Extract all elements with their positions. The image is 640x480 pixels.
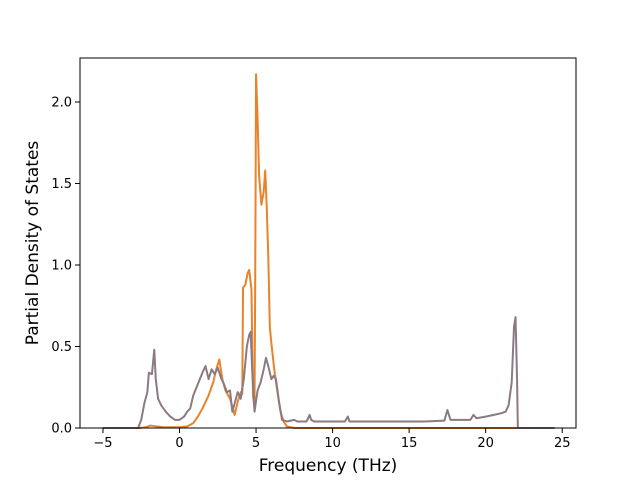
x-axis-label: Frequency (THz) [259,456,398,476]
x-axis-ticks: −5 0 5 10 15 20 25 [93,428,570,451]
plot-frame [79,57,577,429]
y-tick-label: 0.0 [51,422,72,437]
x-tick-label: 15 [401,436,418,451]
x-tick-label: 0 [175,436,183,451]
y-axis-label: Partial Density of States [23,141,43,346]
x-tick-label: 5 [252,436,260,451]
y-tick-label: 1.0 [51,259,72,274]
y-tick-label: 1.5 [51,177,72,192]
x-tick-label: 20 [477,436,494,451]
y-tick-label: 0.5 [51,340,72,355]
series-lines [102,73,555,429]
y-axis-ticks: 0.0 0.5 1.0 1.5 2.0 [51,96,80,437]
series-line-2 [102,316,555,429]
series-line-1 [102,73,555,429]
x-tick-label: −5 [93,436,112,451]
y-tick-label: 2.0 [51,96,72,111]
x-tick-label: 10 [324,436,341,451]
x-tick-label: 25 [554,436,571,451]
